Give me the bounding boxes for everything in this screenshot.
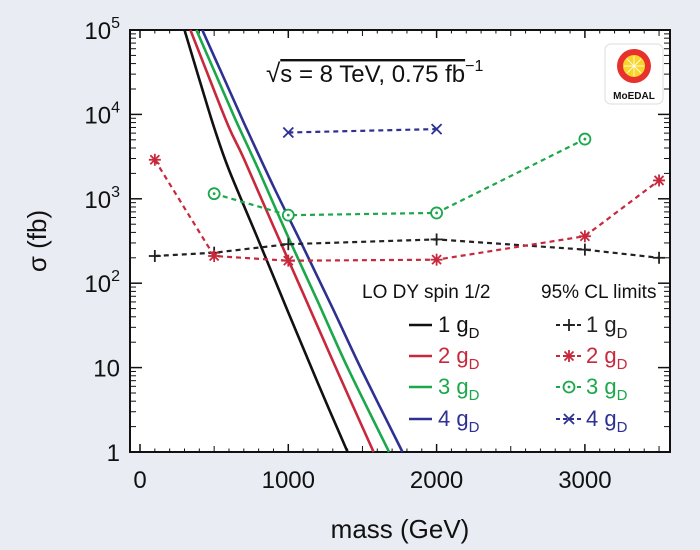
legend-theory-entry-3: 3 gD — [438, 374, 480, 404]
limit-point-2-gd — [282, 254, 295, 267]
limit-point-4-gd — [430, 123, 443, 135]
legend-limits-header: 95% CL limits — [541, 282, 656, 303]
legend-limit-marker — [563, 319, 575, 331]
limit-point-3-gd — [430, 206, 444, 220]
y-tick-label: 10 — [93, 356, 120, 383]
legend-limit-marker — [562, 380, 576, 394]
theory-line-4-gd — [201, 29, 404, 453]
energy-label: √s = 8 TeV, 0.75 fb−1 — [266, 58, 483, 88]
axis-ticks: 0 1000 2000 3000 1 10 102 103 104 105 — [84, 15, 670, 494]
legend-limit-marker — [563, 350, 575, 362]
theory-curves — [183, 29, 404, 453]
axis-labels: mass (GeV) σ (fb) — [22, 210, 469, 544]
limit-curves — [148, 123, 666, 267]
y-tick-label: 1 — [107, 440, 120, 467]
y-tick-label: 103 — [84, 184, 120, 214]
limit-point-2-gd — [208, 250, 221, 263]
limit-line-4-gd — [288, 128, 437, 134]
limit-line-1-gd — [154, 238, 660, 259]
limit-line-3-gd — [213, 138, 586, 217]
legend-theory-entry-2: 2 gD — [438, 343, 480, 373]
theory-line-3-gd — [195, 29, 391, 453]
legend-limit-entry-3: 3 gD — [586, 374, 628, 404]
legend-limit-entry-1: 1 gD — [586, 312, 628, 342]
y-tick-label: 105 — [84, 15, 120, 45]
limit-point-4-gd — [282, 126, 294, 139]
limit-point-1-gd — [282, 238, 295, 251]
theory-line-1-gd — [183, 29, 349, 453]
x-tick-label: 0 — [133, 467, 146, 494]
limit-point-3-gd — [578, 132, 592, 146]
x-tick-label: 2000 — [410, 467, 463, 494]
limit-point-1-gd — [653, 251, 666, 264]
theory-line-2-gd — [189, 29, 375, 453]
limit-point-3-gd — [207, 187, 221, 201]
legend-limit-entry-4: 4 gD — [586, 406, 628, 436]
legend-theory-entry-1: 1 gD — [438, 312, 480, 342]
y-tick-label: 102 — [84, 268, 120, 298]
y-axis-label: σ (fb) — [22, 210, 52, 272]
energy-annotation: √s = 8 TeV, 0.75 fb−1 — [266, 58, 483, 88]
legend-theory-header: LO DY spin 1/2 — [362, 282, 491, 303]
limit-point-1-gd — [430, 233, 443, 246]
legend-limit-entry-2: 2 gD — [586, 343, 628, 373]
legend-limit-marker — [563, 413, 575, 425]
limit-point-1-gd — [578, 243, 591, 256]
limit-line-2-gd — [153, 159, 660, 262]
limit-point-2-gd — [430, 253, 443, 266]
legend-theory-entry-4: 4 gD — [438, 406, 480, 436]
limit-point-2-gd — [148, 153, 161, 166]
limit-point-2-gd — [653, 174, 666, 187]
x-axis-label: mass (GeV) — [331, 514, 470, 544]
limit-point-2-gd — [578, 230, 591, 243]
logo-text: MoEDAL — [613, 91, 655, 102]
limit-point-1-gd — [148, 250, 161, 263]
x-tick-label: 3000 — [558, 467, 611, 494]
y-tick-label: 104 — [84, 99, 120, 129]
limit-point-3-gd — [281, 208, 295, 222]
x-tick-label: 1000 — [262, 467, 315, 494]
moedal-logo: MoEDAL — [604, 43, 664, 105]
